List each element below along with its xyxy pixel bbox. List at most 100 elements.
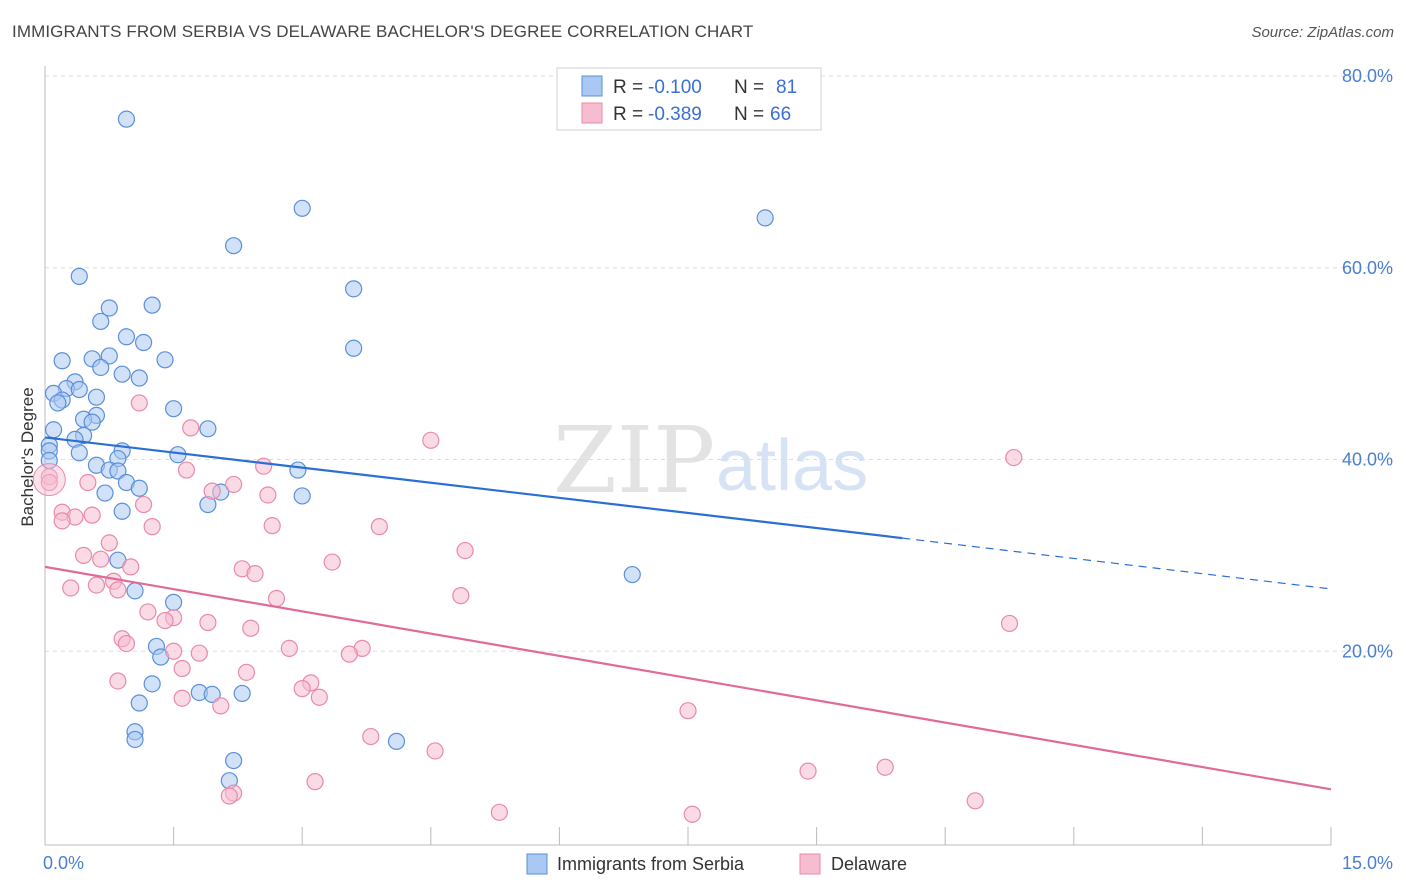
delaware-point <box>456 541 474 560</box>
delaware-point <box>370 518 388 536</box>
serbia-point <box>70 444 88 462</box>
delaware-point <box>143 518 161 536</box>
serbia-point <box>345 280 363 298</box>
delaware-point <box>679 702 697 720</box>
delaware-point <box>92 550 110 568</box>
delaware-point <box>53 512 71 530</box>
serbia-point <box>87 388 106 406</box>
delaware-point <box>263 517 281 535</box>
delaware-point <box>74 546 93 564</box>
delaware-point <box>40 473 58 492</box>
y-tick-label-2: 60.0% <box>1342 258 1393 278</box>
delaware-point <box>1000 614 1019 633</box>
delaware-point <box>362 727 380 746</box>
serbia-point <box>49 394 67 412</box>
serbia-point <box>126 582 144 600</box>
y-axis-label: Bachelor's Degree <box>18 387 37 526</box>
chart-source: Source: ZipAtlas.com <box>1251 24 1394 41</box>
bottom-legend: Immigrants from Serbia Delaware <box>526 853 907 875</box>
serbia-point <box>96 484 114 502</box>
serbia-point <box>165 593 183 611</box>
delaware-point <box>422 431 440 449</box>
serbia-point <box>225 751 243 770</box>
serbia-point <box>117 110 136 128</box>
delaware-point <box>237 663 256 681</box>
bottom-legend-swatch-serbia <box>526 853 548 875</box>
delaware-point <box>259 486 277 504</box>
delaware-point <box>246 564 264 583</box>
watermark-atlas: atlas <box>716 426 868 506</box>
serbia-point <box>233 684 251 703</box>
delaware-point <box>100 534 118 552</box>
serbia-point <box>109 462 127 480</box>
delaware-point <box>876 758 894 776</box>
legend-box: R = -0.100 N = 81 R = -0.389 N = 66 <box>556 67 822 131</box>
serbia-point <box>345 339 363 357</box>
delaware-point <box>255 457 273 475</box>
serbia-point <box>130 369 148 387</box>
serbia-point <box>113 365 131 383</box>
serbia-point <box>70 267 88 285</box>
delaware-point <box>139 603 157 621</box>
delaware-point <box>966 792 984 810</box>
serbia-point <box>92 358 110 377</box>
delaware-point <box>323 553 341 571</box>
serbia-point <box>203 685 221 703</box>
delaware-point <box>79 473 97 492</box>
serbia-point <box>623 565 641 584</box>
axes: 20.0% 40.0% 60.0% 80.0% 0.0% 15.0% <box>43 66 1393 873</box>
delaware-point <box>242 619 260 637</box>
legend-n-value-2: 66 <box>770 104 791 125</box>
bottom-legend-label-delaware: Delaware <box>831 854 907 874</box>
delaware-point <box>267 589 286 608</box>
serbia-point <box>199 420 217 438</box>
serbia-trend-line <box>44 436 903 540</box>
serbia-point <box>165 400 183 418</box>
serbia-point <box>225 237 243 255</box>
delaware-point <box>173 689 191 707</box>
serbia-point <box>289 461 307 479</box>
delaware-point <box>452 587 470 605</box>
trend-lines <box>44 436 1332 791</box>
delaware-point <box>490 803 508 821</box>
legend-r-label-2: R = <box>613 104 643 125</box>
legend-swatch-delaware <box>581 102 603 124</box>
grid <box>45 75 1392 652</box>
delaware-point <box>203 482 221 500</box>
delaware-point <box>293 680 311 698</box>
delaware-point <box>199 613 217 632</box>
legend-swatch-serbia <box>581 75 603 97</box>
delaware-point <box>165 642 183 660</box>
serbia-point <box>130 694 148 712</box>
serbia-point <box>117 328 136 346</box>
delaware-point <box>177 461 196 479</box>
serbia-point <box>100 299 118 317</box>
delaware-point <box>134 495 153 514</box>
legend-r-label-1: R = <box>613 77 643 98</box>
chart-title: IMMIGRANTS FROM SERBIA VS DELAWARE BACHE… <box>12 22 754 41</box>
x-tick-label-max: 15.0% <box>1342 853 1393 873</box>
delaware-point <box>340 645 358 663</box>
serbia-point <box>92 312 110 331</box>
serbia-point <box>387 732 406 750</box>
serbia-point <box>70 380 88 399</box>
points <box>32 110 1023 823</box>
delaware-point <box>306 773 324 791</box>
legend-r-value-1: -0.100 <box>648 77 702 98</box>
delaware-point <box>310 688 328 706</box>
delaware-point <box>212 697 230 715</box>
serbia-point <box>113 502 131 520</box>
delaware-point <box>220 787 238 805</box>
delaware-point <box>683 805 701 823</box>
serbia-point <box>53 352 71 370</box>
legend-r-value-2: -0.389 <box>648 104 702 125</box>
delaware-point <box>122 558 140 576</box>
serbia-point <box>143 296 161 314</box>
delaware-point <box>109 672 127 690</box>
delaware-trend-line <box>44 565 1332 791</box>
delaware-point <box>109 581 127 599</box>
serbia-point <box>126 730 144 749</box>
serbia-point <box>293 199 311 217</box>
delaware-point <box>225 475 243 494</box>
